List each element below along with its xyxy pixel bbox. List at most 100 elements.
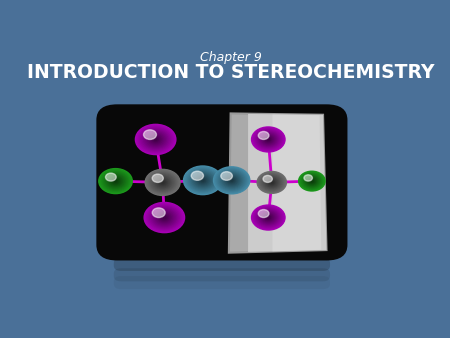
Circle shape [267, 179, 277, 186]
Text: Chapter 9: Chapter 9 [200, 51, 261, 64]
Circle shape [217, 169, 246, 191]
Circle shape [148, 172, 176, 193]
Text: INTRODUCTION TO STEREOCHEMISTRY: INTRODUCTION TO STEREOCHEMISTRY [27, 63, 434, 82]
Circle shape [103, 172, 128, 190]
Circle shape [214, 167, 250, 194]
Circle shape [269, 180, 274, 185]
Circle shape [110, 177, 121, 185]
Circle shape [158, 179, 167, 186]
Circle shape [147, 204, 182, 231]
Circle shape [263, 175, 272, 183]
Circle shape [308, 178, 315, 184]
Circle shape [254, 207, 283, 228]
Circle shape [154, 139, 157, 141]
Circle shape [157, 178, 168, 187]
Circle shape [261, 213, 275, 222]
Circle shape [163, 217, 166, 219]
Circle shape [150, 173, 176, 192]
Circle shape [148, 206, 180, 230]
FancyBboxPatch shape [96, 104, 347, 261]
Circle shape [191, 171, 203, 180]
Circle shape [111, 178, 120, 185]
Circle shape [309, 179, 315, 183]
Circle shape [260, 174, 284, 191]
Circle shape [305, 176, 319, 186]
Circle shape [150, 136, 161, 144]
Circle shape [299, 171, 325, 191]
Circle shape [255, 208, 282, 227]
Circle shape [193, 173, 213, 188]
Circle shape [108, 175, 123, 187]
Circle shape [191, 172, 214, 189]
Circle shape [159, 180, 166, 185]
Circle shape [162, 182, 164, 183]
Polygon shape [248, 114, 327, 252]
Circle shape [144, 202, 184, 233]
Circle shape [257, 209, 279, 226]
Circle shape [107, 174, 125, 188]
Circle shape [264, 136, 273, 143]
Circle shape [190, 171, 216, 190]
Circle shape [151, 208, 178, 227]
Circle shape [257, 131, 279, 148]
Circle shape [149, 135, 162, 144]
Circle shape [160, 215, 168, 221]
Circle shape [265, 137, 272, 142]
Circle shape [304, 175, 320, 187]
Circle shape [158, 213, 171, 222]
Circle shape [152, 209, 176, 226]
Circle shape [223, 174, 240, 187]
Circle shape [301, 172, 324, 190]
Circle shape [102, 171, 129, 191]
Circle shape [266, 216, 270, 219]
Circle shape [194, 174, 211, 187]
Circle shape [145, 169, 180, 195]
Circle shape [256, 208, 280, 227]
Circle shape [153, 210, 175, 225]
Circle shape [148, 134, 164, 145]
Circle shape [154, 176, 171, 189]
Circle shape [138, 126, 173, 152]
Circle shape [145, 203, 183, 232]
Circle shape [153, 138, 158, 142]
Circle shape [267, 217, 270, 218]
Circle shape [195, 175, 211, 186]
Circle shape [151, 174, 174, 191]
Circle shape [142, 129, 169, 149]
Circle shape [152, 208, 165, 218]
Circle shape [221, 172, 232, 180]
FancyBboxPatch shape [114, 268, 330, 281]
Circle shape [155, 211, 174, 224]
Circle shape [262, 175, 282, 190]
Circle shape [199, 177, 207, 183]
Circle shape [225, 176, 238, 185]
Circle shape [261, 134, 276, 145]
Circle shape [259, 211, 277, 224]
Circle shape [99, 169, 132, 194]
FancyBboxPatch shape [114, 258, 330, 271]
Circle shape [256, 130, 280, 149]
Polygon shape [229, 114, 327, 253]
Circle shape [112, 178, 119, 184]
Circle shape [302, 173, 323, 189]
Circle shape [144, 130, 168, 148]
Circle shape [255, 129, 282, 149]
Circle shape [221, 172, 243, 189]
Circle shape [303, 174, 321, 188]
Circle shape [220, 171, 244, 189]
Circle shape [230, 179, 233, 181]
Circle shape [302, 174, 322, 188]
Circle shape [159, 214, 170, 222]
Circle shape [258, 210, 269, 218]
Circle shape [265, 177, 279, 188]
Circle shape [198, 176, 208, 184]
Circle shape [146, 132, 165, 146]
Circle shape [300, 172, 324, 190]
Circle shape [261, 212, 276, 223]
Circle shape [254, 129, 283, 150]
Circle shape [258, 210, 279, 225]
Circle shape [200, 178, 205, 182]
Circle shape [152, 174, 163, 183]
Circle shape [228, 177, 235, 183]
Circle shape [252, 205, 285, 230]
